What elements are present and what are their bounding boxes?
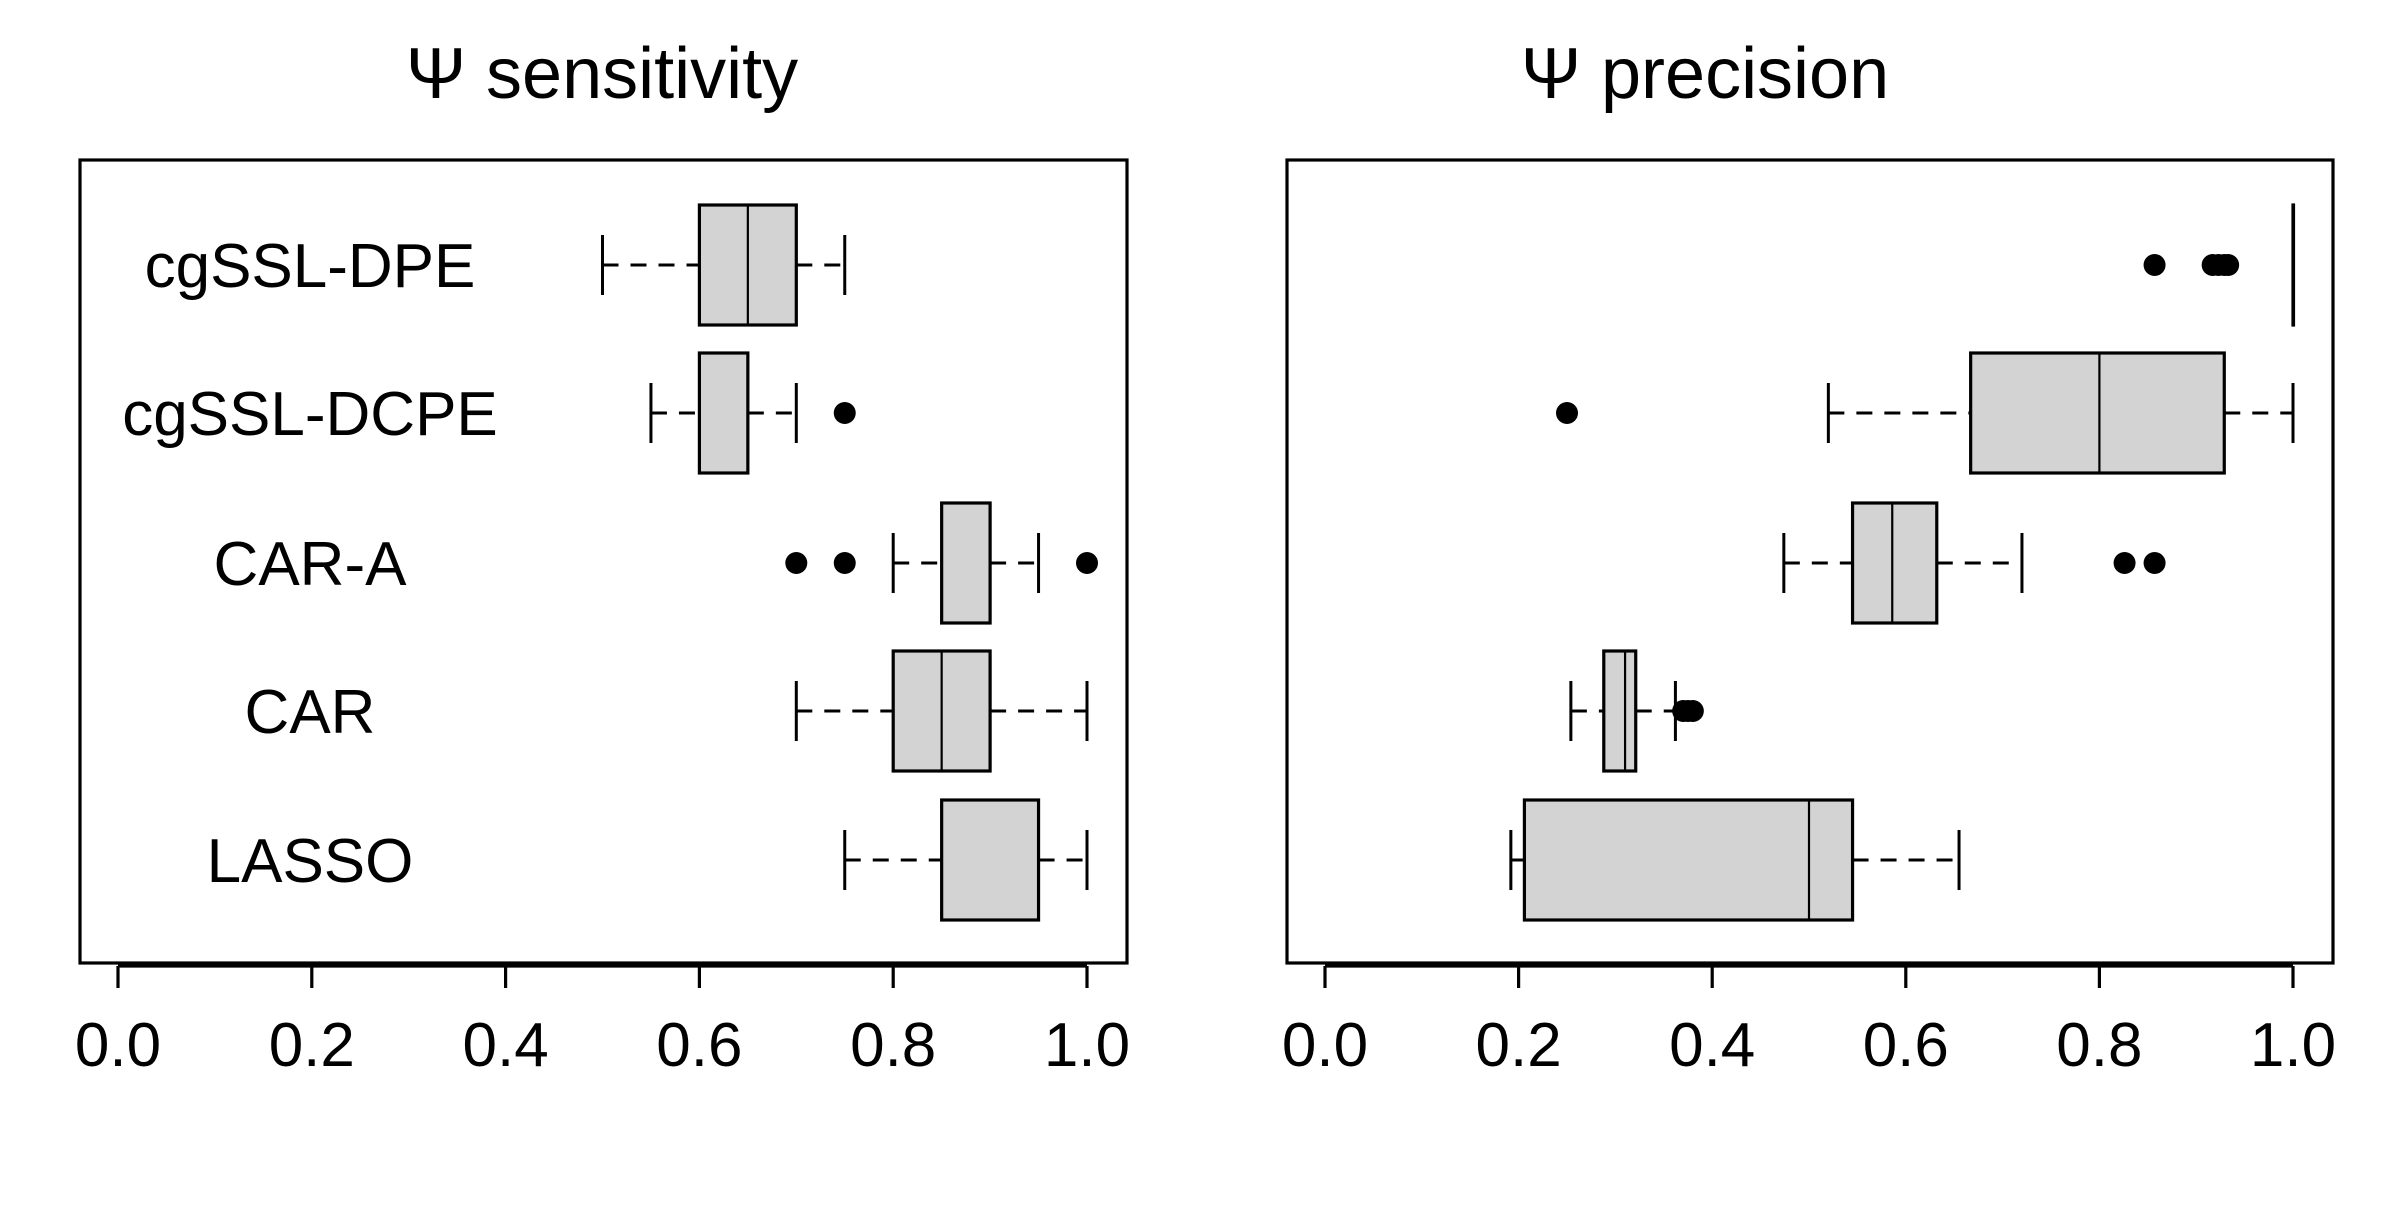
x-tick-label: 0.8 [850, 1011, 936, 1080]
outlier-point [2217, 254, 2240, 276]
box-car: CAR [245, 649, 1089, 773]
box-lasso: LASSO [207, 798, 1089, 922]
x-tick-label: 1.0 [2250, 1011, 2336, 1080]
box-lasso [1509, 798, 1961, 922]
category-label: LASSO [207, 827, 414, 896]
category-label: CAR [245, 678, 376, 747]
box-cgssl-dcpe [1556, 351, 2295, 475]
x-tick-label: 0.2 [1475, 1011, 1561, 1080]
panel-precision: Ψ precision 0.0 0.2 0.4 0.6 0.8 1.0 [1282, 34, 2336, 1080]
iqr-box [1522, 798, 1855, 922]
iqr-box [940, 501, 992, 625]
outlier-point [2143, 254, 2166, 276]
category-label: cgSSL-DCPE [122, 380, 498, 449]
x-tick-label: 0.6 [1863, 1011, 1949, 1080]
x-tick-label: 0.2 [269, 1011, 355, 1080]
iqr-box [1969, 351, 2226, 475]
box-car [1569, 649, 1704, 773]
iqr-box [1602, 649, 1638, 773]
x-tick-label: 0.4 [1669, 1011, 1755, 1080]
iqr-box [697, 351, 750, 475]
iqr-box [1850, 501, 1939, 625]
box-cgssl-dpe: cgSSL-DPE [145, 203, 847, 327]
outlier-point [785, 552, 808, 574]
box-cgssl-dpe [2143, 203, 2296, 327]
x-tick-label: 0.0 [1282, 1011, 1368, 1080]
box-car-a: CAR-A [214, 501, 1098, 625]
outlier-point [833, 402, 856, 424]
iqr-box [940, 798, 1041, 922]
outlier-point [1556, 402, 1578, 424]
x-tick-label: 0.6 [656, 1011, 742, 1080]
plot-frame [1285, 158, 2335, 965]
box-car-a [1782, 501, 2166, 625]
x-tick-label: 1.0 [1044, 1011, 1130, 1080]
box-cgssl-dcpe: cgSSL-DCPE [122, 351, 856, 475]
outlier-point [2143, 552, 2166, 574]
outlier-point [1076, 552, 1098, 574]
outlier-point [2113, 552, 2136, 574]
x-tick-label: 0.4 [462, 1011, 548, 1080]
category-label: CAR-A [214, 530, 408, 599]
panel-title: Ψ precision [1521, 34, 1889, 114]
outlier-point [833, 552, 856, 574]
outlier-point [1681, 700, 1704, 722]
panel-sensitivity: Ψ sensitivity 0.0 0.2 0.4 0.6 0.8 1.0 cgSSL-DP… [75, 34, 1130, 1080]
category-label: cgSSL-DPE [145, 232, 476, 301]
plot-frame [78, 158, 1129, 965]
x-tick-label: 0.0 [75, 1011, 161, 1080]
x-tick-label: 0.8 [2056, 1011, 2142, 1080]
panel-title: Ψ sensitivity [406, 34, 798, 114]
